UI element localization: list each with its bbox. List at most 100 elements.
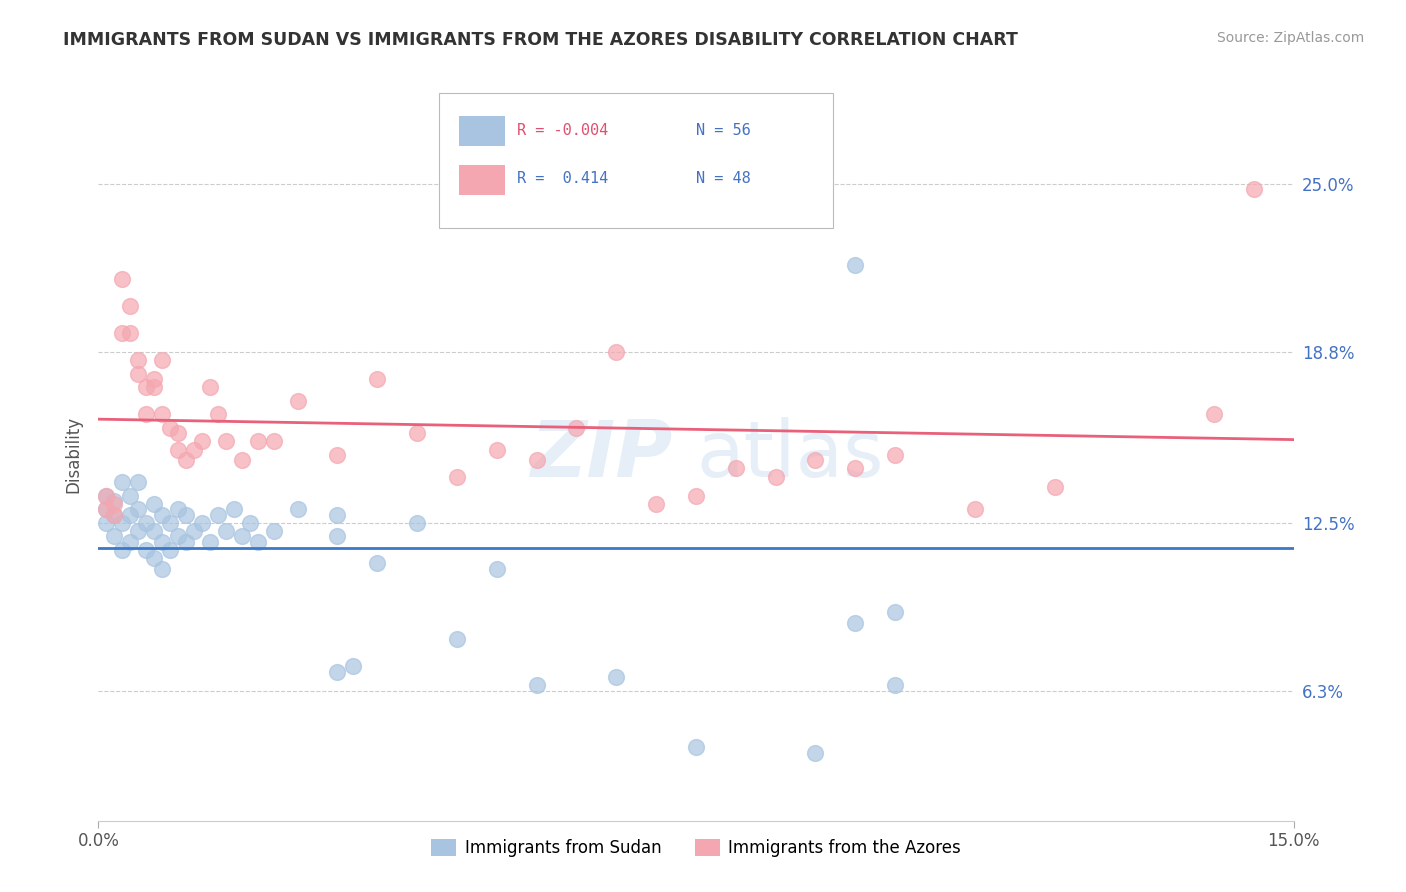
Point	[167, 529, 190, 543]
Point	[231, 529, 253, 543]
Point	[326, 508, 349, 522]
Point	[342, 659, 364, 673]
Point	[150, 407, 173, 421]
Point	[150, 534, 173, 549]
Point	[215, 524, 238, 538]
Point	[143, 380, 166, 394]
Point	[120, 534, 142, 549]
FancyBboxPatch shape	[439, 93, 834, 228]
Point	[135, 542, 157, 557]
Point	[446, 632, 468, 647]
Point	[198, 380, 221, 394]
Point	[135, 380, 157, 394]
Point	[111, 475, 134, 489]
Point	[239, 516, 262, 530]
Point	[485, 562, 508, 576]
Point	[724, 461, 747, 475]
Point	[526, 678, 548, 692]
Point	[135, 516, 157, 530]
Point	[103, 529, 125, 543]
Point	[103, 497, 125, 511]
Point	[135, 407, 157, 421]
Point	[174, 534, 197, 549]
Point	[191, 434, 214, 449]
Point	[366, 372, 388, 386]
Point	[884, 678, 907, 692]
Point	[96, 502, 118, 516]
Point	[127, 367, 149, 381]
Point	[207, 508, 229, 522]
Point	[645, 497, 668, 511]
Point	[406, 516, 429, 530]
Point	[103, 508, 125, 522]
Legend: Immigrants from Sudan, Immigrants from the Azores: Immigrants from Sudan, Immigrants from t…	[425, 832, 967, 863]
Point	[1243, 182, 1265, 196]
Point	[127, 502, 149, 516]
Point	[96, 516, 118, 530]
Text: R =  0.414: R = 0.414	[517, 171, 607, 186]
Point	[120, 326, 142, 340]
Point	[111, 516, 134, 530]
Point	[183, 442, 205, 457]
Point	[143, 550, 166, 565]
FancyBboxPatch shape	[460, 116, 505, 146]
Point	[96, 489, 118, 503]
Point	[215, 434, 238, 449]
Point	[326, 448, 349, 462]
Point	[526, 453, 548, 467]
Point	[143, 372, 166, 386]
Point	[103, 508, 125, 522]
Point	[120, 299, 142, 313]
Point	[765, 469, 787, 483]
Point	[485, 442, 508, 457]
Point	[685, 740, 707, 755]
Text: N = 56: N = 56	[696, 123, 751, 138]
Point	[366, 556, 388, 570]
Point	[207, 407, 229, 421]
Point	[159, 516, 181, 530]
Text: Source: ZipAtlas.com: Source: ZipAtlas.com	[1216, 31, 1364, 45]
Point	[127, 353, 149, 368]
Text: ZIP: ZIP	[530, 417, 672, 493]
Point	[1043, 480, 1066, 494]
Point	[111, 272, 134, 286]
Point	[159, 542, 181, 557]
Point	[844, 615, 866, 630]
Point	[127, 475, 149, 489]
Point	[183, 524, 205, 538]
Point	[287, 393, 309, 408]
Point	[326, 529, 349, 543]
Point	[111, 326, 134, 340]
Point	[263, 434, 285, 449]
Point	[263, 524, 285, 538]
Point	[605, 345, 627, 359]
Point	[198, 534, 221, 549]
Point	[231, 453, 253, 467]
Point	[222, 502, 245, 516]
Text: R = -0.004: R = -0.004	[517, 123, 607, 138]
Point	[605, 670, 627, 684]
Point	[246, 434, 269, 449]
Point	[150, 353, 173, 368]
Point	[174, 453, 197, 467]
Point	[884, 448, 907, 462]
Point	[1202, 407, 1225, 421]
Point	[167, 502, 190, 516]
FancyBboxPatch shape	[460, 164, 505, 195]
Point	[246, 534, 269, 549]
Point	[150, 508, 173, 522]
Point	[844, 461, 866, 475]
Point	[143, 497, 166, 511]
Point	[804, 453, 827, 467]
Point	[150, 562, 173, 576]
Point	[446, 469, 468, 483]
Point	[963, 502, 986, 516]
Point	[96, 489, 118, 503]
Point	[844, 258, 866, 272]
Point	[143, 524, 166, 538]
Text: atlas: atlas	[696, 417, 883, 493]
Point	[804, 746, 827, 760]
Point	[406, 426, 429, 441]
Point	[884, 605, 907, 619]
Point	[191, 516, 214, 530]
